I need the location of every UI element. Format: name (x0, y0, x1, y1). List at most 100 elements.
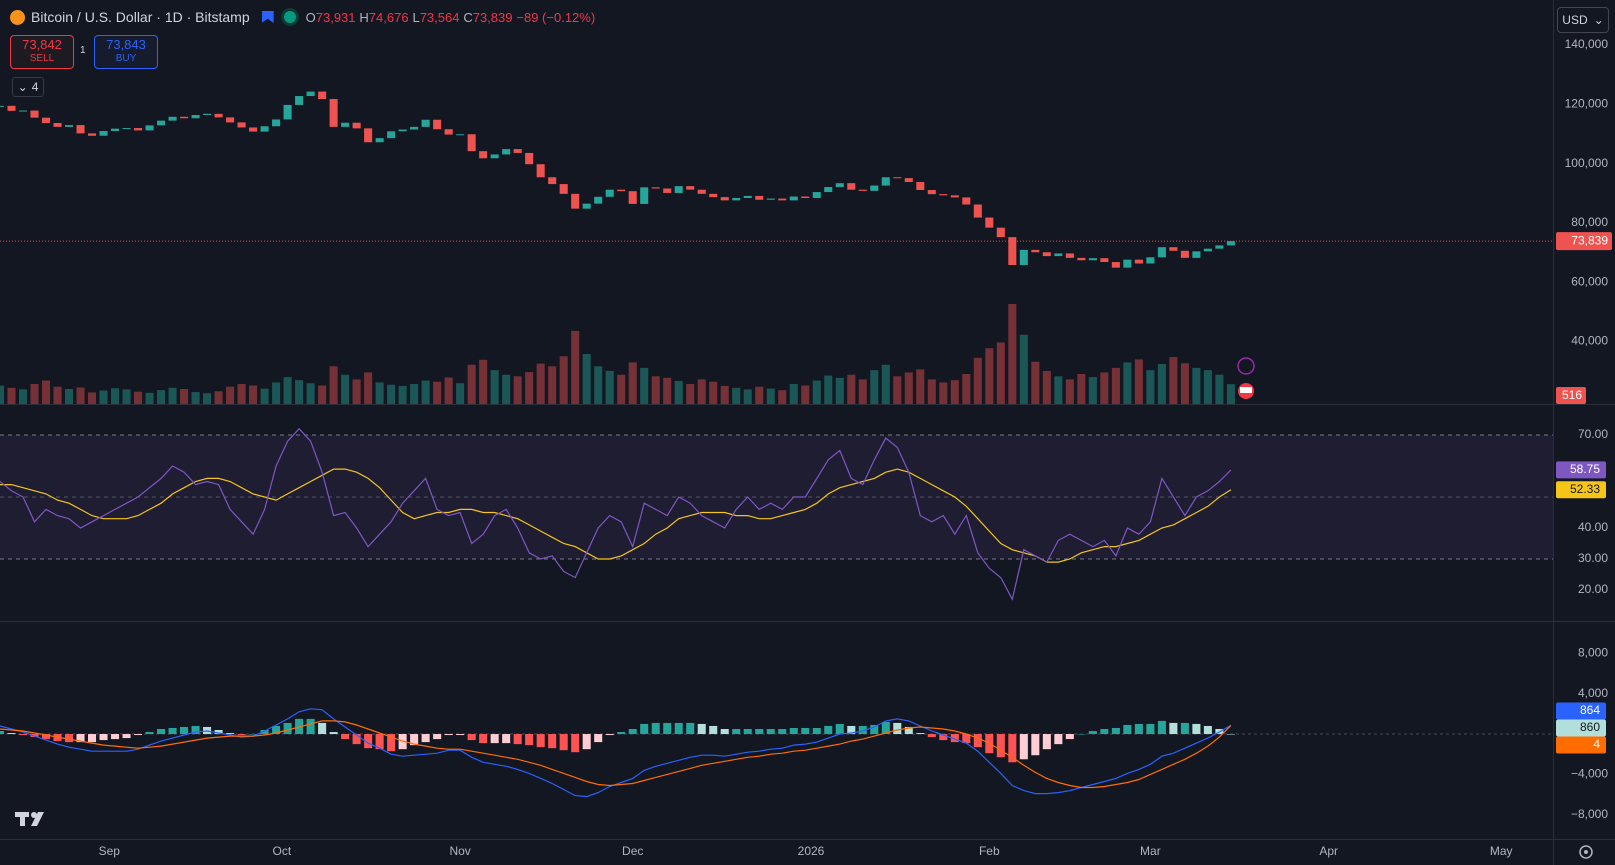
volume-bar (755, 386, 764, 404)
candle (1226, 241, 1235, 246)
volume-bar (490, 370, 499, 404)
settings-icon[interactable] (1579, 845, 1593, 859)
buy-price: 73,843 (106, 37, 146, 52)
volume-bar (180, 389, 189, 404)
buy-label: BUY (115, 53, 137, 64)
volume-bar (1192, 367, 1201, 404)
candle (180, 116, 189, 119)
volume-bar (985, 348, 994, 404)
candle (364, 128, 373, 143)
candle (237, 122, 246, 128)
currency-button[interactable]: USD ⌄ (1557, 7, 1609, 33)
volume-bar (1065, 379, 1074, 404)
histogram-bar (479, 734, 488, 744)
symbol-title[interactable]: Bitcoin / U.S. Dollar · 1D · Bitstamp (31, 9, 250, 25)
histogram-bar (617, 732, 626, 735)
candle (663, 188, 672, 193)
candle (479, 151, 488, 159)
candle (686, 186, 695, 190)
histogram-bar (674, 722, 683, 735)
macd-pane (0, 708, 1553, 798)
candle (571, 193, 580, 209)
histogram-bar (663, 722, 672, 735)
volume-bar (387, 384, 396, 404)
y-tick-label: 40,000 (1571, 334, 1608, 348)
candle (64, 125, 74, 127)
histogram-bar (881, 721, 890, 735)
histogram-bar (950, 734, 959, 743)
candle (456, 134, 465, 136)
volume-bar (364, 372, 373, 404)
x-tick-label: Nov (449, 844, 470, 858)
coin-icon (10, 9, 25, 25)
candle (1065, 253, 1074, 258)
candle (847, 183, 856, 190)
candle (617, 189, 626, 192)
buy-button[interactable]: 73,843 BUY (94, 35, 158, 69)
volume-bar (1203, 370, 1212, 404)
candle (168, 116, 177, 121)
candle (1042, 252, 1051, 257)
flag-icon[interactable] (261, 11, 274, 23)
chevron: ⌄ (1593, 13, 1604, 27)
last-price-label: 73,839 (1571, 233, 1608, 247)
volume-bar (594, 366, 603, 404)
candle (628, 191, 637, 204)
volume-bar (88, 392, 97, 404)
candle (1203, 248, 1212, 252)
volume-bar (0, 385, 5, 404)
candle (755, 195, 764, 200)
event-icons[interactable] (1237, 357, 1255, 399)
volume-bar (249, 385, 258, 404)
histogram-bar (1111, 727, 1120, 735)
candle (904, 178, 913, 182)
high-value: 74,676 (368, 10, 409, 25)
y-tick-label: 4,000 (1578, 686, 1608, 700)
histogram-bar (1019, 734, 1028, 760)
candle (927, 189, 936, 195)
volume-bar (835, 377, 844, 404)
histogram-bar (709, 725, 718, 735)
chevron: ⌄ (17, 80, 28, 94)
histogram-bar (651, 722, 660, 735)
volume-bar (605, 370, 614, 404)
macd-badge (1556, 702, 1606, 720)
candle (1031, 249, 1040, 253)
open-value: 73,931 (315, 10, 356, 25)
volume-bar (1088, 377, 1097, 404)
histogram-bar (847, 725, 856, 735)
histogram-bar (318, 722, 327, 735)
volume-bar (1180, 363, 1189, 404)
histogram-bar (755, 728, 764, 735)
histogram-bar (1054, 734, 1063, 745)
candle (1019, 249, 1028, 265)
volume-bar (18, 389, 28, 404)
candle (490, 154, 499, 159)
histogram-bar (64, 734, 74, 743)
volume-bar (525, 372, 534, 404)
indicators-toggle[interactable]: ⌄ 4 (12, 77, 44, 97)
volume-bar (939, 382, 948, 404)
histogram-bar (893, 722, 902, 735)
x-tick-label: Feb (979, 844, 1000, 858)
volume-bar (801, 385, 810, 404)
candle (950, 195, 959, 198)
x-tick-label: Dec (622, 844, 643, 858)
candle (1077, 257, 1086, 261)
volume-bar (674, 380, 683, 404)
volume-bar (686, 384, 695, 404)
volume-bar (720, 385, 729, 404)
histogram-bar (939, 734, 948, 741)
volume-bar (260, 388, 269, 404)
volume-bar (870, 370, 879, 404)
histogram-bar (421, 734, 430, 743)
candle (985, 217, 994, 228)
volume-bar (272, 382, 281, 404)
histogram-bar (111, 734, 120, 740)
sell-button[interactable]: 73,842 SELL (10, 35, 74, 69)
histogram-bar (1088, 731, 1097, 735)
y-tick-label: 120,000 (1565, 97, 1609, 111)
histogram-bar (582, 734, 591, 750)
volume-bar (973, 357, 982, 404)
histogram-bar (801, 727, 810, 735)
